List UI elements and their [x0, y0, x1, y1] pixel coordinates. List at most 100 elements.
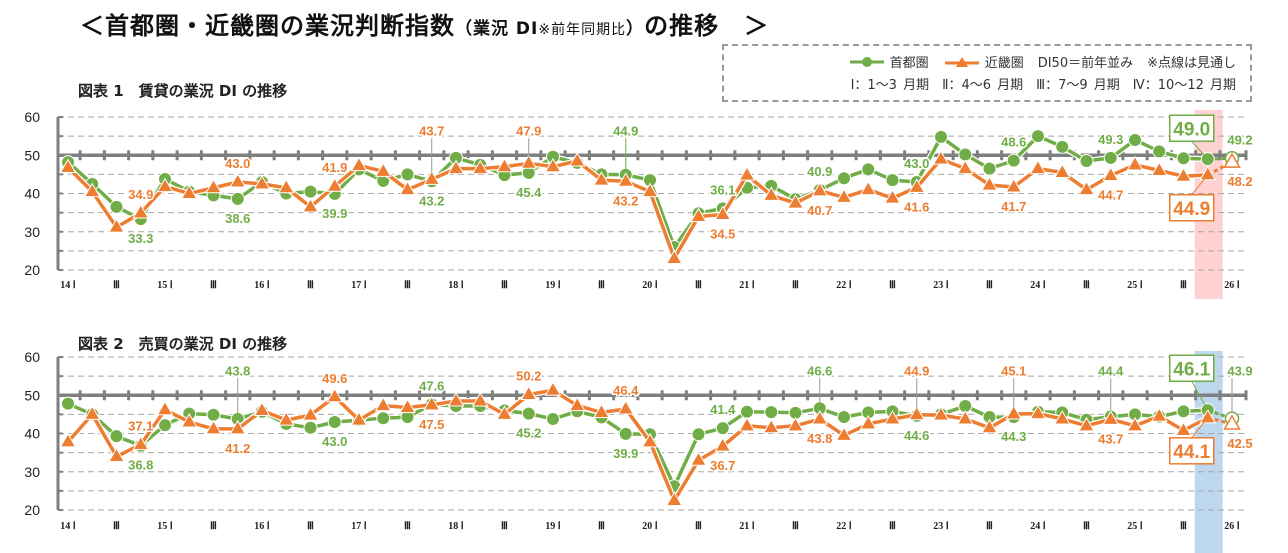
- point-kinki: [811, 181, 829, 197]
- point-kinki: [859, 180, 877, 196]
- point-kinki: [471, 391, 489, 407]
- point-tokyo: [303, 184, 318, 199]
- point-kinki: [205, 178, 222, 194]
- x-tick-label: Ⅲ: [210, 521, 217, 532]
- callout-box: [1169, 354, 1215, 382]
- point-tokyo: [206, 407, 221, 422]
- point-kinki: [59, 158, 77, 173]
- point-kinki: [859, 414, 877, 430]
- title-tail: の推移 ＞: [644, 12, 770, 40]
- point-kinki: [1029, 159, 1047, 175]
- data-label: 41.6: [904, 199, 929, 214]
- data-label: 44.4: [1098, 363, 1124, 378]
- point-tokyo: [109, 429, 124, 444]
- point-kinki: [156, 400, 174, 416]
- point-kinki: [1223, 152, 1241, 168]
- data-label: 44.9: [613, 123, 638, 138]
- point-kinki: [447, 159, 465, 175]
- point-kinki: [229, 173, 247, 188]
- x-tick-label: Ⅲ: [1083, 521, 1090, 532]
- x-tick-label: 26 Ⅰ: [1224, 521, 1240, 532]
- x-tick-label: Ⅲ: [404, 521, 411, 532]
- x-tick-label: Ⅲ: [307, 280, 314, 291]
- point-kinki: [277, 178, 295, 194]
- point-tokyo: [618, 426, 633, 441]
- data-label: 43.7: [1098, 431, 1123, 446]
- x-tick-label: Ⅲ: [986, 280, 993, 291]
- x-tick-label: 19 Ⅰ: [545, 280, 561, 291]
- x-tick-label: Ⅲ: [1180, 280, 1187, 291]
- data-label: 42.5: [1227, 436, 1252, 451]
- x-tick-label: Ⅲ: [598, 521, 605, 532]
- point-kinki: [908, 405, 926, 421]
- point-kinki: [1005, 177, 1023, 193]
- data-label: 40.9: [807, 164, 832, 179]
- x-tick-label: 26 Ⅰ: [1224, 280, 1240, 291]
- point-kinki: [326, 387, 344, 403]
- point-kinki: [302, 197, 319, 213]
- point-tokyo: [1152, 144, 1167, 159]
- x-tick-label: 21 Ⅰ: [739, 521, 755, 532]
- data-label: 33.3: [128, 231, 153, 246]
- data-label: 43.0: [904, 156, 929, 171]
- data-label: 43.9: [1227, 363, 1252, 378]
- point-kinki: [1053, 163, 1071, 178]
- data-label: 47.6: [419, 378, 444, 393]
- point-tokyo: [109, 199, 124, 214]
- data-label: 43.2: [613, 193, 638, 208]
- point-tokyo: [1128, 132, 1142, 147]
- circle-marker-icon: [849, 56, 884, 67]
- point-kinki: [1126, 416, 1144, 432]
- x-tick-label: 22 Ⅰ: [836, 280, 852, 291]
- point-kinki: [1150, 161, 1168, 177]
- data-label: 43.7: [419, 123, 444, 138]
- x-tick-label: Ⅲ: [307, 521, 314, 532]
- point-tokyo: [861, 162, 876, 177]
- point-kinki: [520, 385, 538, 400]
- data-label: 43.0: [225, 156, 250, 171]
- chart2-title: 図表 2 売買の業況 DI の推移: [78, 335, 288, 353]
- point-kinki: [981, 418, 998, 434]
- data-label: 36.1: [710, 182, 735, 197]
- point-kinki: [423, 170, 441, 185]
- point-tokyo: [1055, 139, 1070, 154]
- data-label: 50.2: [516, 368, 541, 383]
- point-kinki: [520, 154, 538, 169]
- data-label: 44.7: [1098, 188, 1123, 203]
- y-tick-label: 20: [24, 502, 40, 518]
- data-label: 34.9: [128, 187, 153, 202]
- data-label: 48.2: [1227, 174, 1252, 189]
- data-label: 44.9: [904, 363, 929, 378]
- page-title: ＜首都圏・近畿圏の業況判断指数（業況 DI※前年同期比）の推移 ＞: [80, 6, 769, 41]
- triangle-marker-icon: [944, 56, 979, 67]
- x-tick-label: 14 Ⅰ: [60, 280, 76, 291]
- x-tick-label: Ⅲ: [210, 280, 217, 291]
- x-tick-label: 20 Ⅰ: [642, 521, 658, 532]
- chart1-rent-di: 60 50 40 30 20 14 Ⅰ Ⅲ 15 Ⅰ Ⅲ 16 Ⅰ Ⅲ 17 Ⅰ Ⅲ 18 Ⅰ Ⅲ 19 Ⅰ Ⅲ…: [24, 109, 1254, 299]
- point-tokyo: [982, 161, 997, 176]
- data-label: 41.4: [710, 402, 736, 417]
- point-kinki: [1053, 409, 1071, 425]
- data-label: 43.8: [225, 363, 250, 378]
- point-tokyo: [934, 129, 948, 144]
- point-kinki: [665, 249, 683, 265]
- point-kinki: [1005, 404, 1023, 420]
- point-tokyo: [715, 421, 730, 436]
- legend-item-kinki: 近畿圏: [943, 52, 1024, 71]
- point-kinki: [374, 162, 392, 177]
- x-tick-label: Ⅲ: [889, 521, 896, 532]
- point-kinki: [229, 419, 247, 435]
- data-label: 46.6: [807, 363, 832, 378]
- point-kinki: [690, 451, 707, 466]
- point-kinki: [544, 381, 562, 396]
- point-kinki: [787, 416, 804, 432]
- point-kinki: [932, 406, 950, 421]
- y-tick-label: 60: [24, 349, 40, 365]
- point-kinki: [762, 186, 780, 201]
- point-kinki: [83, 405, 101, 420]
- point-kinki: [884, 409, 901, 425]
- x-tick-label: 25 Ⅰ: [1127, 521, 1143, 532]
- callout-box: [1169, 437, 1215, 465]
- data-label: 45.4: [516, 185, 542, 200]
- point-kinki: [374, 396, 392, 412]
